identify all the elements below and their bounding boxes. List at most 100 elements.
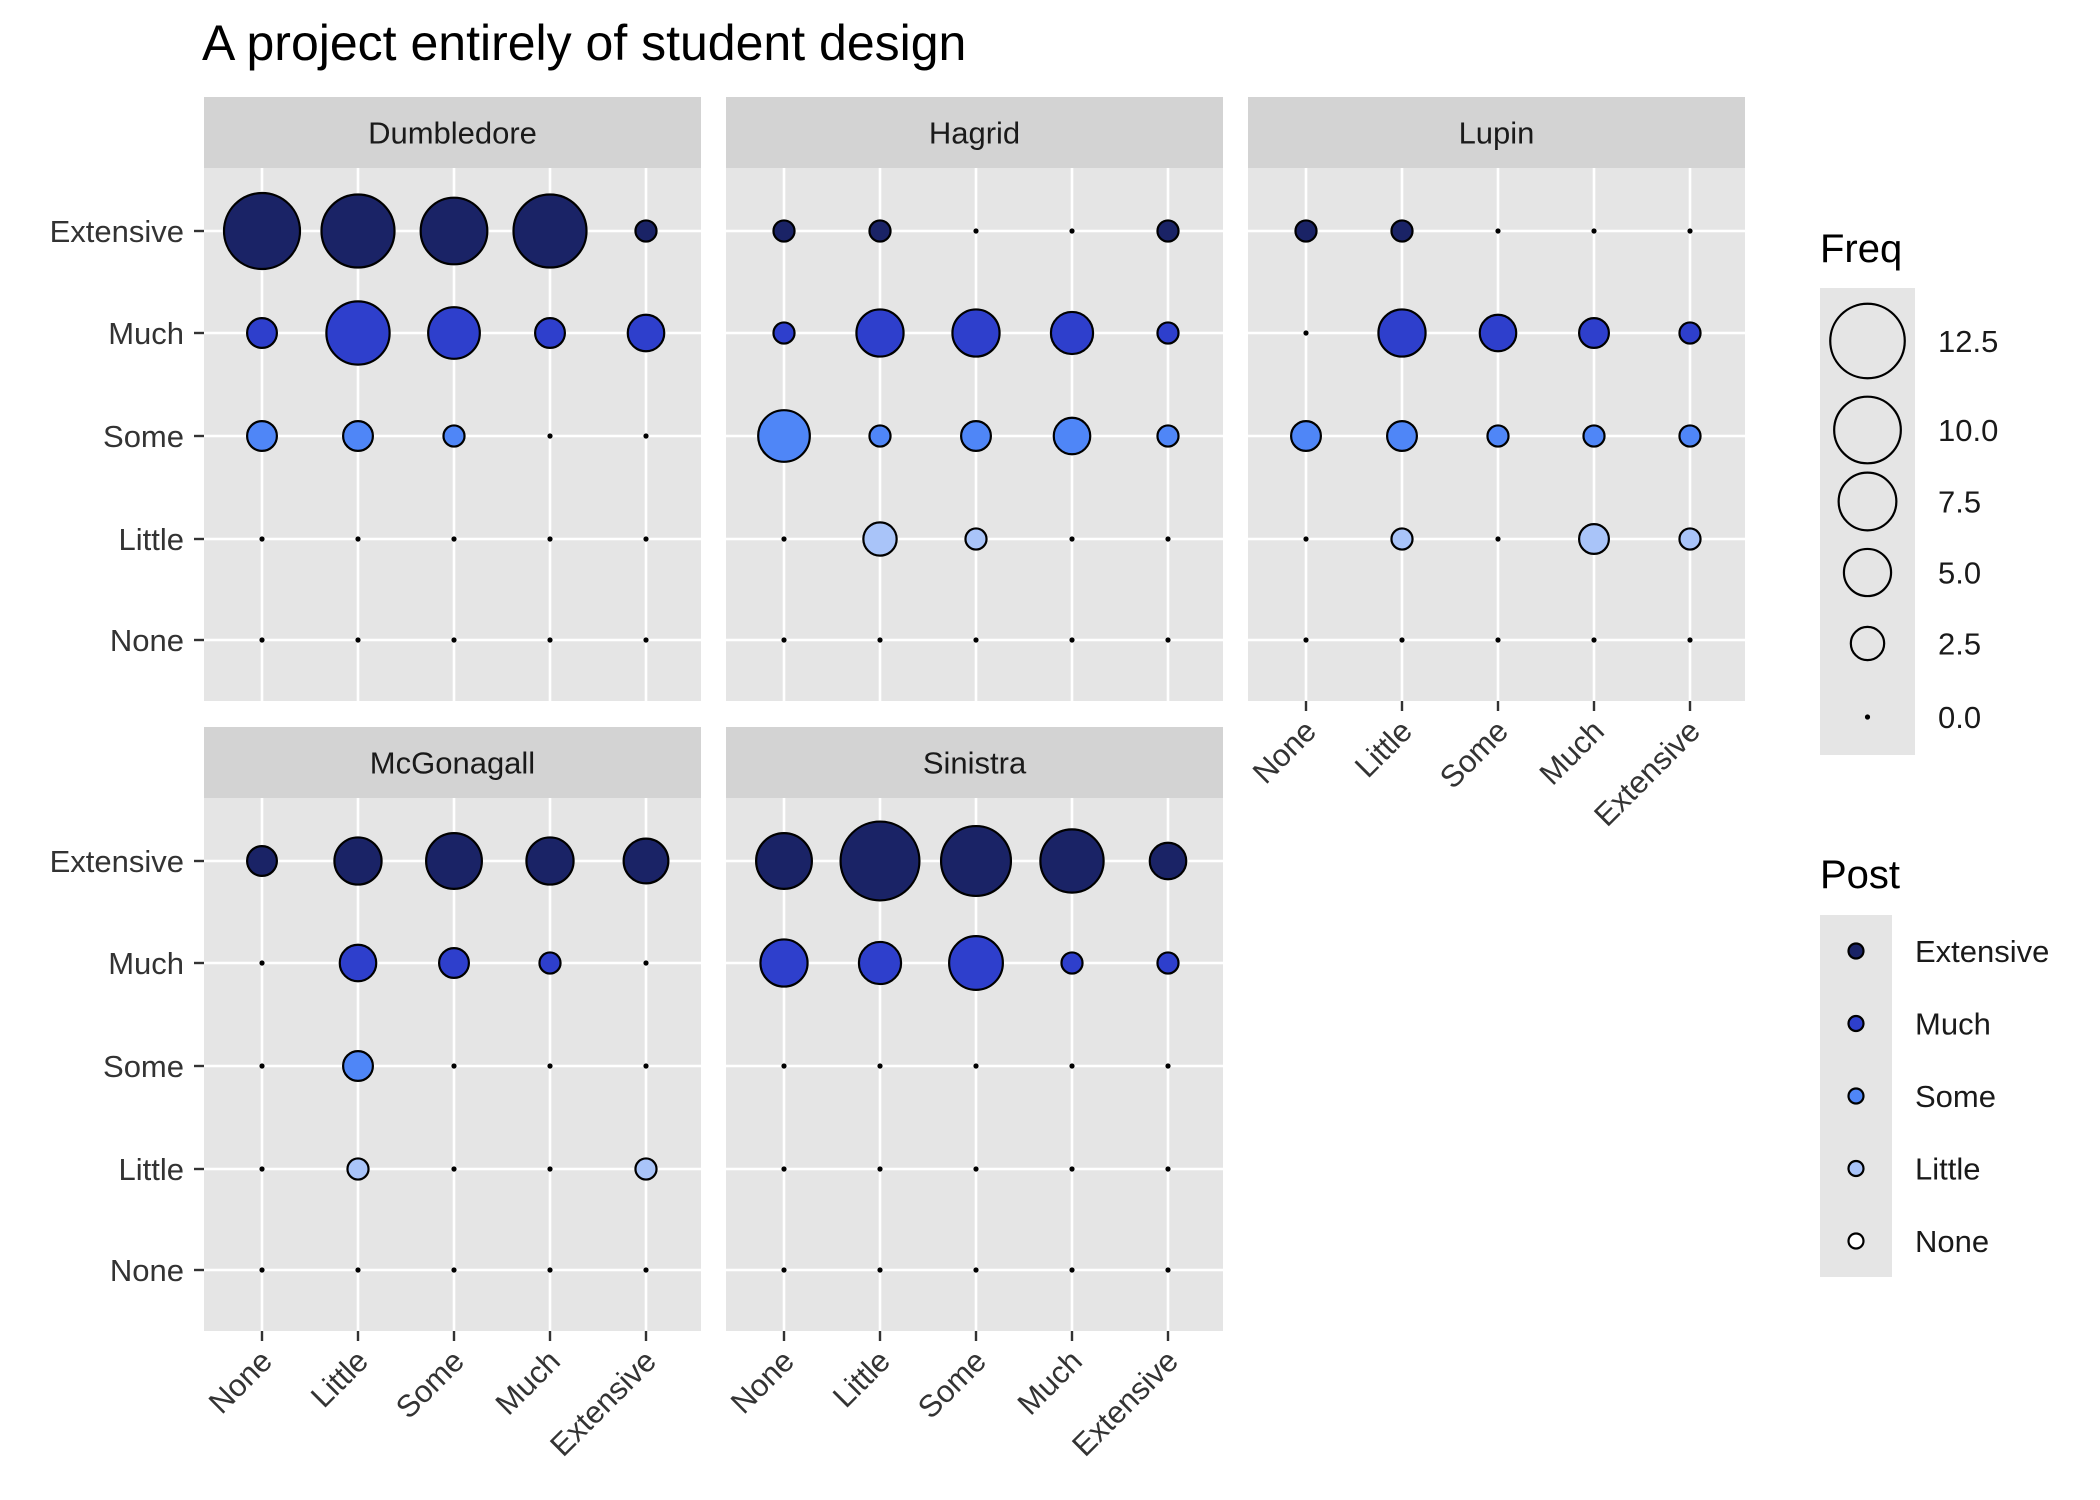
x-tick-label: Much: [489, 1343, 567, 1421]
data-point: [547, 433, 553, 439]
data-point: [1687, 228, 1693, 234]
data-point: [1591, 228, 1597, 234]
data-point: [259, 637, 265, 643]
freq-legend-label: 12.5: [1938, 324, 1998, 359]
data-point: [862, 521, 898, 557]
y-tick-label: Little: [119, 522, 184, 557]
data-point: [1069, 1267, 1075, 1273]
data-point: [877, 1166, 883, 1172]
data-point: [877, 637, 883, 643]
data-point: [973, 1063, 979, 1069]
data-point: [1678, 527, 1702, 551]
data-point: [538, 951, 562, 975]
facet-hagrid: Hagrid: [726, 97, 1223, 701]
freq-legend-key: [1829, 302, 1906, 380]
data-point: [1156, 951, 1180, 975]
post-legend-label: Little: [1915, 1152, 1980, 1187]
facet-strip: [726, 97, 1223, 168]
data-point: [1069, 1166, 1075, 1172]
facet-strip-label: McGonagall: [370, 746, 535, 781]
freq-legend-label: 0.0: [1938, 700, 1981, 735]
data-point: [772, 321, 796, 345]
data-point: [320, 193, 396, 269]
data-point: [1390, 527, 1414, 551]
freq-legend-key: [1837, 471, 1898, 532]
data-point: [525, 836, 575, 886]
data-point: [1687, 637, 1693, 643]
data-point: [839, 820, 921, 902]
data-point: [1486, 424, 1510, 448]
x-tick-label: Much: [1011, 1343, 1089, 1421]
data-point: [755, 832, 813, 890]
data-point: [547, 1166, 553, 1172]
data-point: [1294, 219, 1318, 243]
data-point: [781, 536, 787, 542]
data-point: [222, 191, 302, 271]
data-point: [643, 1267, 649, 1273]
data-point: [622, 837, 670, 885]
y-tick-label: Some: [103, 1049, 184, 1084]
post-legend-key-none: [1847, 1232, 1865, 1250]
data-point: [1303, 637, 1309, 643]
facet-strip-label: Dumbledore: [368, 116, 537, 151]
x-tick-label: None: [724, 1343, 801, 1420]
data-point: [948, 935, 1004, 991]
data-point: [1165, 1166, 1171, 1172]
post-legend-key-much: [1847, 1014, 1865, 1033]
data-point: [626, 313, 666, 353]
data-point: [1156, 321, 1180, 345]
data-point: [634, 1157, 658, 1181]
freq-legend: Freq 12.5 10.0 7.5 5.0 2.5 0.0: [1820, 227, 1998, 755]
data-point: [1385, 420, 1418, 453]
data-point: [451, 1166, 457, 1172]
data-point: [425, 832, 483, 890]
data-point: [246, 317, 279, 350]
freq-legend-label: 5.0: [1938, 556, 1981, 591]
data-point: [246, 420, 279, 453]
data-point: [855, 308, 905, 358]
data-point: [547, 1063, 553, 1069]
data-point: [246, 844, 279, 877]
data-point: [547, 637, 553, 643]
data-point: [1495, 228, 1501, 234]
x-tick-label: Little: [1348, 713, 1419, 784]
data-point: [643, 433, 649, 439]
data-point: [355, 637, 361, 643]
data-point: [342, 420, 375, 453]
freq-legend-label: 10.0: [1938, 413, 1998, 448]
data-point: [1156, 219, 1180, 243]
data-point: [451, 1267, 457, 1273]
data-point: [1303, 330, 1309, 336]
data-point: [757, 409, 811, 463]
data-point: [868, 219, 892, 243]
data-point: [759, 938, 809, 988]
x-tick-label: Some: [1433, 713, 1515, 795]
data-point: [1577, 317, 1610, 350]
data-point: [634, 219, 658, 243]
facet-strip: [204, 97, 701, 168]
x-tick-label: Extensive: [1065, 1343, 1185, 1463]
data-point: [1069, 228, 1075, 234]
data-point: [442, 424, 466, 448]
data-point: [877, 1063, 883, 1069]
y-tick-label: None: [110, 1253, 184, 1288]
post-legend: Post Extensive Much Some Little None: [1820, 853, 2049, 1277]
y-tick-label: Much: [108, 946, 184, 981]
x-tick-label: Much: [1533, 713, 1611, 791]
facet-strip-label: Sinistra: [923, 746, 1027, 781]
x-tick-label: Extensive: [1587, 713, 1707, 833]
data-point: [1678, 424, 1702, 448]
data-point: [325, 300, 391, 366]
x-tick-label: Some: [389, 1343, 471, 1425]
data-point: [772, 219, 796, 243]
data-point: [259, 1166, 265, 1172]
data-point: [1148, 841, 1188, 881]
data-point: [438, 946, 471, 979]
data-point: [964, 527, 988, 551]
x-tick-label: None: [202, 1343, 279, 1420]
data-point: [781, 1166, 787, 1172]
data-point: [1390, 219, 1414, 243]
data-point: [259, 536, 265, 542]
